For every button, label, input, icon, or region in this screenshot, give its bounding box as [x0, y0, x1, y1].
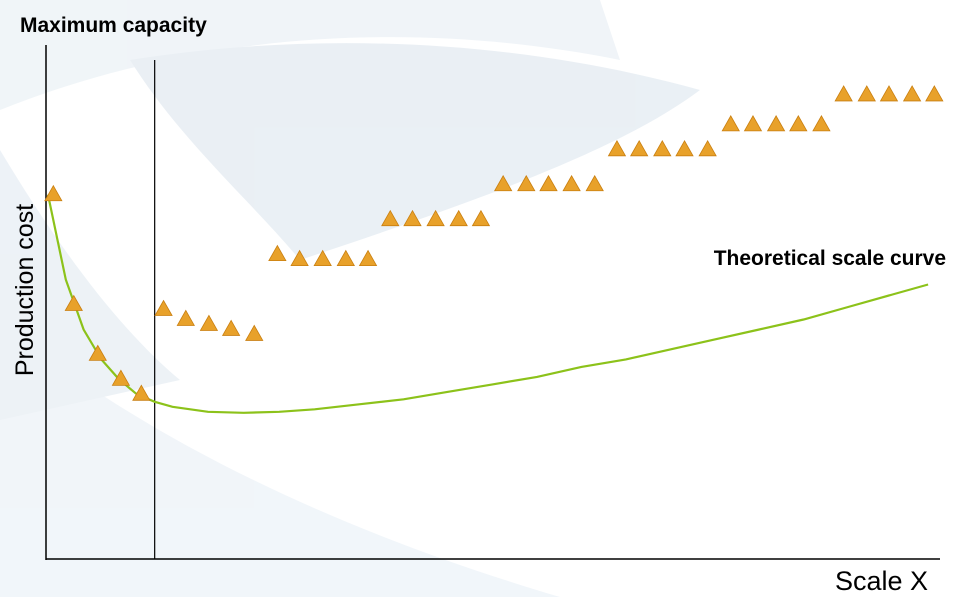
data-point-triangle: [790, 116, 807, 131]
curve-label: Theoretical scale curve: [714, 247, 946, 270]
data-point-triangle: [200, 315, 217, 330]
data-point-triangle: [835, 86, 852, 101]
data-point-triangle: [177, 310, 194, 325]
data-point-triangle: [631, 141, 648, 156]
data-point-triangle: [768, 116, 785, 131]
y-axis-label: Production cost: [11, 204, 39, 376]
data-point-triangle: [450, 211, 467, 226]
data-point-triangle: [608, 141, 625, 156]
data-point-triangle: [722, 116, 739, 131]
theoretical-scale-curve: [48, 195, 928, 413]
data-point-triangle: [586, 176, 603, 191]
max-capacity-label: Maximum capacity: [20, 14, 207, 37]
data-point-triangle: [246, 325, 263, 340]
data-point-triangle: [858, 86, 875, 101]
data-point-triangle: [540, 176, 557, 191]
x-axis-label: Scale X: [835, 566, 928, 596]
data-point-triangle: [813, 116, 830, 131]
data-point-triangle: [360, 251, 377, 266]
data-point-triangle: [654, 141, 671, 156]
data-point-triangle: [676, 141, 693, 156]
background-watermark: [0, 0, 700, 597]
data-point-triangle: [472, 211, 489, 226]
data-point-triangle: [744, 116, 761, 131]
data-point-triangle: [155, 301, 172, 316]
data-point-triangle: [563, 176, 580, 191]
data-point-triangle: [45, 186, 62, 201]
data-point-triangle: [337, 251, 354, 266]
data-point-triangle: [926, 86, 943, 101]
data-point-triangle: [880, 86, 897, 101]
data-point-triangle: [223, 320, 240, 335]
data-point-triangle: [269, 246, 286, 261]
data-point-triangle: [904, 86, 921, 101]
data-point-triangle: [699, 141, 716, 156]
